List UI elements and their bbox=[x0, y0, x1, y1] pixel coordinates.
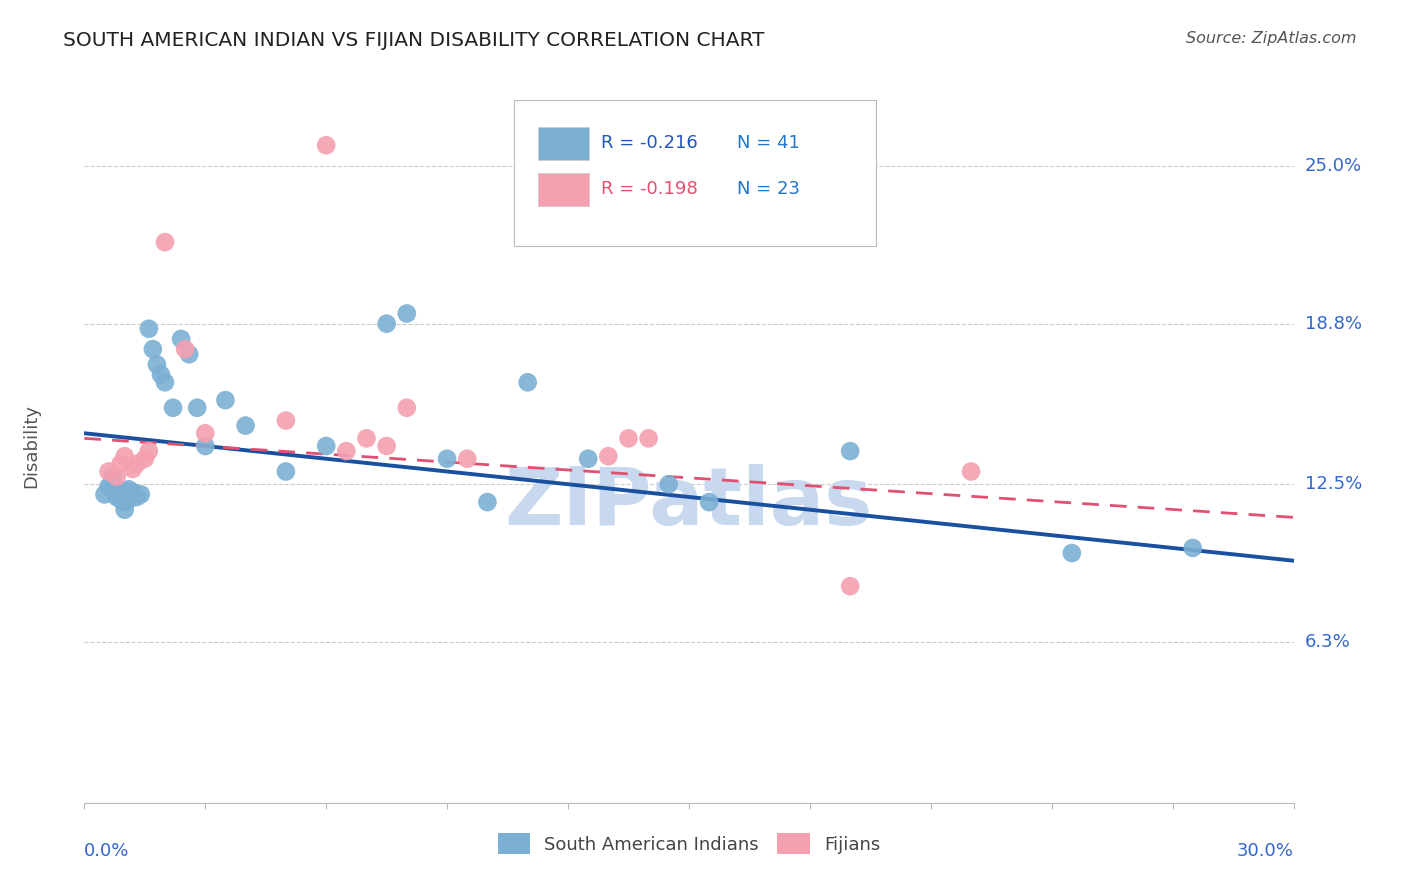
Point bbox=[129, 487, 152, 501]
Point bbox=[576, 451, 599, 466]
Point bbox=[274, 413, 297, 427]
Point bbox=[477, 495, 499, 509]
FancyBboxPatch shape bbox=[513, 100, 876, 246]
Point bbox=[114, 484, 136, 499]
Point bbox=[138, 322, 160, 336]
Point bbox=[235, 418, 257, 433]
Point bbox=[118, 492, 141, 507]
Text: R = -0.216: R = -0.216 bbox=[600, 134, 697, 152]
Point bbox=[395, 306, 418, 320]
Point bbox=[93, 487, 115, 501]
Point bbox=[146, 358, 169, 372]
Point bbox=[134, 451, 156, 466]
Point bbox=[839, 579, 862, 593]
Text: SOUTH AMERICAN INDIAN VS FIJIAN DISABILITY CORRELATION CHART: SOUTH AMERICAN INDIAN VS FIJIAN DISABILI… bbox=[63, 31, 765, 50]
Point bbox=[114, 449, 136, 463]
Point bbox=[153, 235, 176, 249]
Point bbox=[516, 376, 538, 390]
Text: 18.8%: 18.8% bbox=[1305, 315, 1361, 333]
Text: Disability: Disability bbox=[22, 404, 41, 488]
Point bbox=[110, 487, 132, 501]
Point bbox=[456, 451, 478, 466]
Point bbox=[315, 138, 337, 153]
Legend: South American Indians, Fijians: South American Indians, Fijians bbox=[491, 826, 887, 862]
Point bbox=[153, 376, 176, 390]
Point bbox=[1181, 541, 1204, 555]
Point bbox=[194, 426, 217, 441]
Text: ZIPatlas: ZIPatlas bbox=[505, 464, 873, 542]
Point bbox=[436, 451, 458, 466]
Point bbox=[1060, 546, 1083, 560]
FancyBboxPatch shape bbox=[538, 127, 589, 160]
Point bbox=[125, 457, 148, 471]
Point bbox=[142, 342, 165, 356]
Point bbox=[375, 317, 398, 331]
Point bbox=[101, 475, 124, 489]
Point bbox=[598, 449, 620, 463]
Point bbox=[121, 484, 143, 499]
Point bbox=[658, 477, 681, 491]
Point bbox=[335, 444, 357, 458]
Point bbox=[375, 439, 398, 453]
Point bbox=[637, 431, 659, 445]
Point bbox=[274, 465, 297, 479]
Point bbox=[186, 401, 208, 415]
Point bbox=[97, 480, 120, 494]
Text: R = -0.198: R = -0.198 bbox=[600, 180, 697, 198]
Point bbox=[118, 483, 141, 497]
Point bbox=[101, 469, 124, 483]
Point bbox=[105, 490, 128, 504]
Point bbox=[97, 465, 120, 479]
Point bbox=[105, 483, 128, 497]
Point bbox=[697, 495, 720, 509]
Point bbox=[179, 347, 201, 361]
Point bbox=[105, 469, 128, 483]
Point bbox=[110, 457, 132, 471]
Point bbox=[162, 401, 184, 415]
Point bbox=[194, 439, 217, 453]
Point bbox=[839, 444, 862, 458]
Text: 6.3%: 6.3% bbox=[1305, 633, 1350, 651]
FancyBboxPatch shape bbox=[538, 173, 589, 206]
Point bbox=[149, 368, 172, 382]
Point bbox=[174, 342, 197, 356]
Point bbox=[138, 444, 160, 458]
Point bbox=[170, 332, 193, 346]
Text: N = 23: N = 23 bbox=[737, 180, 800, 198]
Point bbox=[617, 431, 640, 445]
Point bbox=[114, 495, 136, 509]
Point bbox=[356, 431, 378, 445]
Point bbox=[315, 439, 337, 453]
Point bbox=[214, 393, 236, 408]
Point bbox=[121, 462, 143, 476]
Point bbox=[125, 490, 148, 504]
Point bbox=[960, 465, 983, 479]
Text: 30.0%: 30.0% bbox=[1237, 842, 1294, 860]
Text: 0.0%: 0.0% bbox=[84, 842, 129, 860]
Point bbox=[110, 492, 132, 507]
Text: Source: ZipAtlas.com: Source: ZipAtlas.com bbox=[1187, 31, 1357, 46]
Text: 12.5%: 12.5% bbox=[1305, 475, 1362, 493]
Point bbox=[395, 401, 418, 415]
Text: 25.0%: 25.0% bbox=[1305, 157, 1362, 175]
Text: N = 41: N = 41 bbox=[737, 134, 800, 152]
Point bbox=[114, 502, 136, 516]
